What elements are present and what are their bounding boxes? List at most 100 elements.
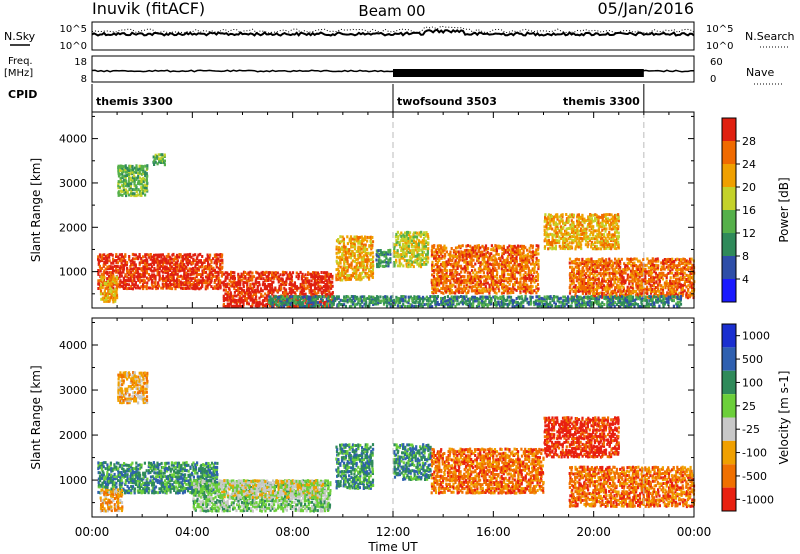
data-cell — [556, 233, 559, 237]
data-cell — [108, 290, 111, 294]
data-cell — [449, 281, 452, 285]
data-cell — [591, 270, 595, 273]
freq-panel: Freq. [MHz] 18 8 60 0 Nave — [4, 55, 782, 85]
data-cell — [111, 281, 115, 285]
data-cell — [590, 218, 593, 222]
data-cell — [472, 281, 475, 285]
data-cell — [449, 250, 452, 254]
data-cell — [608, 283, 611, 287]
data-cell — [521, 246, 524, 250]
data-cell — [592, 283, 595, 287]
data-cell — [660, 261, 663, 265]
data-cell — [567, 247, 570, 251]
data-cell — [640, 267, 644, 271]
data-cell — [263, 296, 267, 300]
data-cell — [112, 300, 115, 304]
freq-left-label-1: Freq. — [8, 56, 33, 67]
data-cell — [250, 277, 254, 281]
data-cell — [454, 264, 457, 268]
data-cell — [499, 281, 502, 285]
data-cell — [610, 285, 613, 289]
data-cell — [157, 153, 160, 157]
data-cell — [617, 284, 620, 288]
data-cell — [425, 262, 428, 266]
data-cell — [353, 239, 356, 243]
data-cell — [188, 286, 191, 290]
data-cell — [619, 287, 622, 291]
data-cell — [463, 275, 466, 279]
data-cell — [510, 277, 513, 281]
data-cell — [340, 257, 343, 261]
data-cell — [381, 264, 385, 268]
data-cell — [627, 289, 630, 293]
data-cell — [210, 260, 213, 264]
data-cell — [249, 298, 252, 302]
data-cell — [676, 273, 679, 277]
data-cell — [578, 263, 581, 267]
data-cell — [368, 244, 371, 248]
data-cell — [112, 295, 115, 299]
data-cell — [610, 239, 613, 242]
data-cell — [186, 286, 190, 290]
data-cell — [426, 252, 429, 256]
data-cell — [246, 286, 249, 290]
data-cell — [127, 279, 130, 283]
data-cell — [402, 256, 405, 260]
data-cell — [117, 180, 120, 184]
data-cell — [449, 287, 452, 291]
data-cell — [315, 292, 318, 296]
data-cell — [478, 291, 481, 295]
data-cell — [222, 280, 225, 284]
data-cell — [410, 245, 413, 249]
data-cell — [599, 284, 603, 287]
data-cell — [530, 273, 533, 277]
data-cell — [122, 267, 126, 271]
data-cell — [198, 287, 201, 291]
data-cell — [316, 271, 320, 275]
data-cell — [576, 278, 579, 282]
data-cell — [501, 269, 504, 273]
data-cell — [190, 272, 193, 276]
data-cell — [212, 257, 215, 261]
data-cell — [466, 271, 469, 275]
data-cell — [667, 257, 670, 261]
data-cell — [101, 257, 104, 261]
data-cell — [421, 250, 424, 254]
data-cell — [432, 275, 435, 278]
data-cell — [657, 275, 660, 279]
data-cell — [302, 292, 305, 296]
data-cell — [337, 238, 340, 241]
data-cell — [247, 286, 250, 290]
data-cell — [167, 279, 170, 283]
data-cell — [649, 285, 652, 289]
data-cell — [179, 264, 182, 268]
data-cell — [445, 269, 449, 273]
data-cell — [269, 297, 272, 301]
data-cell — [143, 262, 147, 266]
data-cell — [324, 289, 327, 293]
data-cell — [531, 252, 535, 256]
data-cell — [592, 281, 595, 285]
data-cell — [135, 194, 138, 198]
data-cell — [587, 262, 590, 266]
data-cell — [351, 302, 355, 306]
data-cell — [575, 271, 579, 275]
data-cell — [156, 270, 159, 274]
data-cell — [500, 246, 504, 250]
data-cell — [369, 235, 372, 239]
data-cell — [357, 276, 360, 280]
data-cell — [522, 258, 525, 262]
data-cell — [110, 275, 113, 279]
data-cell — [309, 272, 312, 276]
data-cell — [456, 250, 459, 254]
data-cell — [339, 273, 342, 277]
data-cell — [151, 275, 154, 279]
data-cell — [351, 250, 354, 253]
data-cell — [499, 275, 502, 279]
data-cell — [108, 274, 111, 278]
data-cell — [529, 262, 533, 266]
data-cell — [354, 296, 357, 300]
data-cell — [426, 249, 429, 253]
data-cell — [601, 282, 604, 286]
data-cell — [560, 213, 563, 217]
